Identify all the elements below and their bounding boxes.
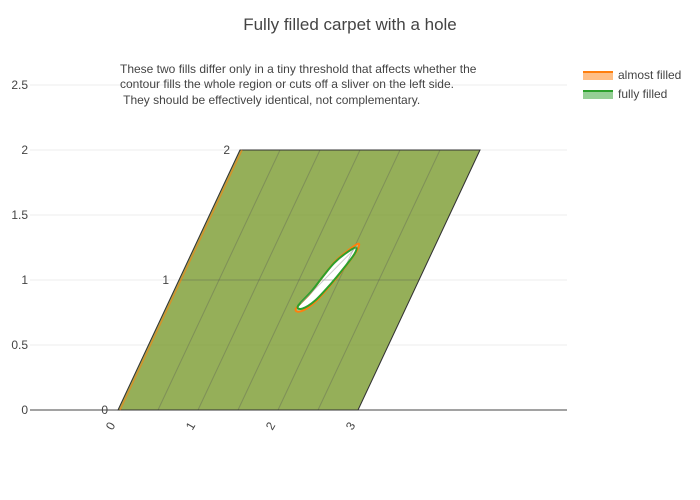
carpet-a-gridline — [317, 149, 441, 411]
fill-fully-filled — [118, 150, 480, 410]
contour-fully-filled — [296, 246, 358, 310]
y-tick-labels: 0 0.5 1 1.5 2 2.5 — [11, 78, 28, 417]
carpet-a-tick-label: 3 — [343, 419, 359, 432]
legend-item[interactable]: fully filled — [583, 87, 667, 101]
carpet-a-gridline — [157, 149, 281, 411]
carpet-b-tick-label: 1 — [162, 273, 169, 287]
legend-label: almost filled — [618, 68, 681, 82]
legend[interactable]: almost filled fully filled — [583, 68, 681, 101]
legend-label: fully filled — [618, 87, 667, 101]
annotation-line-3: They should be effectively identical, no… — [120, 93, 420, 107]
carpet-a-gridline — [197, 149, 321, 411]
legend-item[interactable]: almost filled — [583, 68, 681, 82]
y-tick-label: 2.5 — [11, 78, 28, 92]
y-tick-label: 0.5 — [11, 338, 28, 352]
carpet-border — [117, 149, 481, 411]
carpet-a-gridline — [277, 149, 401, 411]
y-tick-label: 1 — [21, 273, 28, 287]
y-tick-label: 2 — [21, 143, 28, 157]
hole-gridline — [300, 245, 358, 304]
legend-swatch — [583, 91, 613, 99]
carpet-a-tick-label: 2 — [263, 419, 279, 432]
y-tick-label: 0 — [21, 403, 28, 417]
carpet-b-tick-label: 2 — [223, 143, 230, 157]
sliver-edge — [119, 149, 243, 411]
legend-swatch — [583, 72, 613, 80]
carpet-a-gridline — [237, 149, 361, 411]
y-tick-label: 1.5 — [11, 208, 28, 222]
annotation-line-2: contour fills the whole region or cuts o… — [120, 77, 454, 91]
annotation: These two fills differ only in a tiny th… — [120, 62, 477, 107]
carpet-a-tick-label: 1 — [183, 419, 199, 432]
annotation-line-1: These two fills differ only in a tiny th… — [120, 62, 477, 76]
carpet-plot: 0 1 2 0 1 2 3 — [101, 143, 481, 432]
chart-title: Fully filled carpet with a hole — [243, 15, 457, 34]
carpet-b-tick-label: 0 — [101, 403, 108, 417]
carpet-a-tick-label: 0 — [103, 419, 119, 432]
